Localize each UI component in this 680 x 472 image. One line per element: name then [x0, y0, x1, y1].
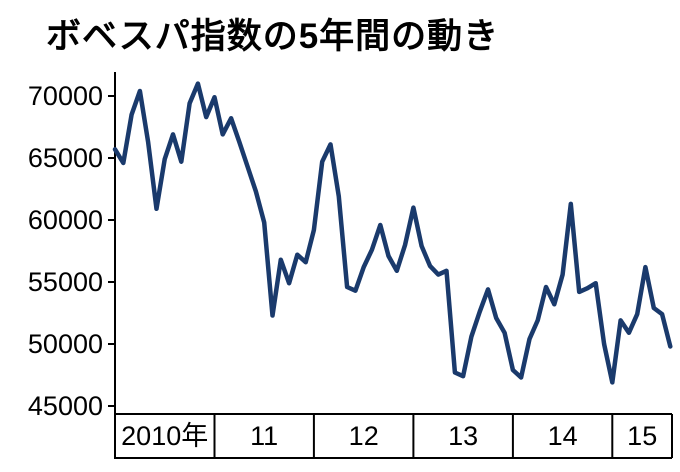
x-tick-label: 11 — [250, 421, 278, 451]
y-tick-label: 50000 — [28, 329, 103, 359]
x-tick-label: 2010年 — [121, 421, 208, 451]
chart-line — [112, 81, 673, 385]
y-tick-label: 65000 — [28, 143, 103, 173]
chart-title: ボベスパ指数の5年間の動き — [46, 17, 500, 56]
x-tick-label: 13 — [448, 421, 478, 451]
y-tick-label: 55000 — [28, 267, 103, 297]
y-tick-label: 70000 — [28, 81, 103, 111]
y-tick-label: 45000 — [28, 391, 103, 421]
x-tick-label: 15 — [627, 421, 657, 451]
x-tick-label: 14 — [548, 421, 578, 451]
y-tick-label: 60000 — [28, 205, 103, 235]
x-tick-label: 12 — [349, 421, 379, 451]
